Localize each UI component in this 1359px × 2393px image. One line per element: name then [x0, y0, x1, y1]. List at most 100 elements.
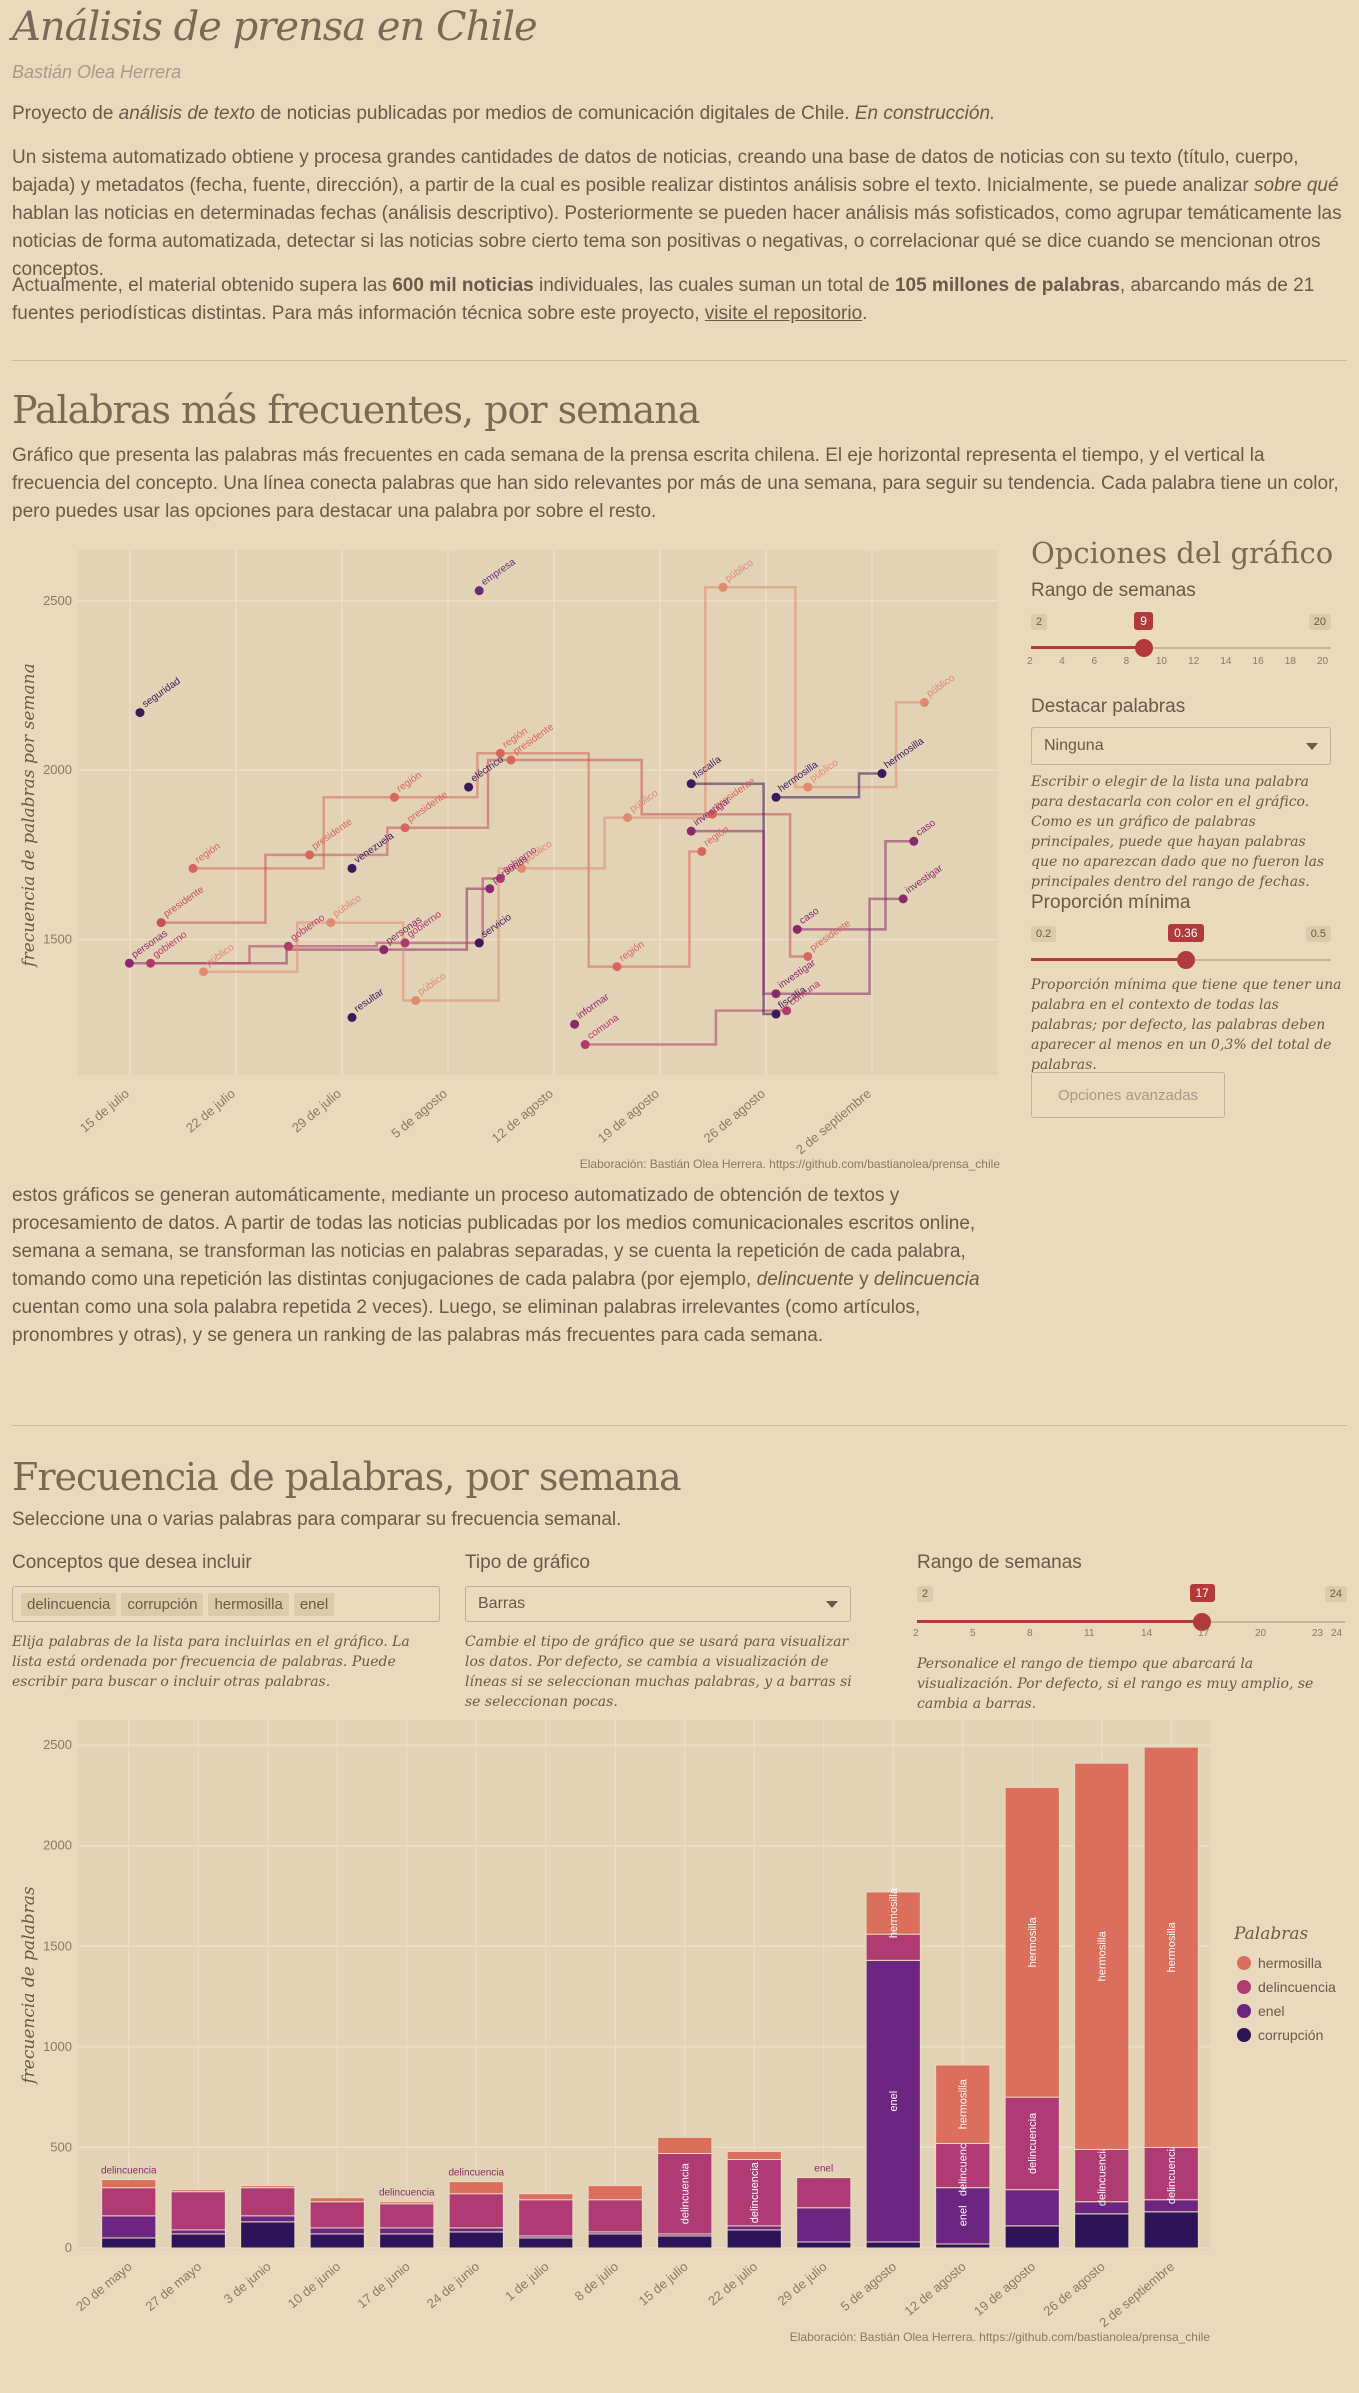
- word-point: [379, 945, 389, 955]
- chart-caption: Elaboración: Bastián Olea Herrera. https…: [789, 2330, 1210, 2344]
- section-title-frequent-words: Palabras más frecuentes, por semana: [12, 388, 700, 432]
- x-tick-label: 12 de agosto: [489, 1086, 556, 1146]
- bar-segment: [1143, 1746, 1199, 2148]
- word-point: [389, 792, 399, 802]
- bar-segment: [448, 2181, 504, 2195]
- x-tick-label: 22 de julio: [183, 1086, 238, 1136]
- bar-segment: [1004, 2096, 1060, 2191]
- x-tick-label: 26 de agosto: [701, 1086, 768, 1146]
- word-point: [771, 792, 781, 802]
- slider-handle[interactable]: [1134, 639, 1153, 657]
- bar-segment: [796, 2177, 852, 2209]
- word-point: [623, 813, 633, 823]
- bar-segment: [101, 2187, 157, 2217]
- repo-link[interactable]: visite el repositorio: [704, 303, 863, 324]
- word-point: [707, 809, 717, 819]
- slider-tick-label: 8: [1123, 656, 1130, 667]
- y-tick-label: 2500: [43, 593, 72, 608]
- concept-tag[interactable]: corrupción: [121, 1592, 204, 1616]
- highlight-select-value: Ninguna: [1044, 737, 1104, 754]
- slider-handle[interactable]: [1193, 1613, 1211, 1631]
- range-help: Personalice el rango de tiempo que abarc…: [917, 1656, 1314, 1712]
- x-tick-label: 19 de agosto: [595, 1086, 662, 1146]
- word-frequency-bar-chart: 0 500 1000 1500 2000 2500 20 de mayo 27 de mayo…: [19, 1720, 1336, 2330]
- bar-label: enel: [958, 2205, 970, 2226]
- x-tick-label: 3 de junio: [221, 2259, 274, 2307]
- trend-line: [150, 877, 501, 965]
- concept-tag[interactable]: enel: [293, 1592, 335, 1616]
- trend-line: [203, 586, 925, 1002]
- slider-tick-label: 5: [970, 1628, 976, 1639]
- chart-type-select[interactable]: Barras: [465, 1586, 851, 1622]
- min-proportion-slider[interactable]: 0.2 0.5 0.36: [1031, 924, 1331, 974]
- bar-segment: [448, 2231, 504, 2249]
- highlight-label: Destacar palabras: [1031, 696, 1186, 717]
- slider-fill: [1031, 646, 1144, 649]
- word-point: [771, 989, 781, 999]
- word-point: [909, 836, 919, 846]
- chart-type-label: Tipo de gráfico: [465, 1552, 590, 1573]
- bar-segment: [1143, 2211, 1199, 2249]
- x-tick-label: 22 de julio: [705, 2259, 760, 2309]
- range-label: Rango de semanas: [1031, 580, 1196, 601]
- slider-tick-label: 18: [1284, 656, 1296, 667]
- bar-label: hermosilla: [1097, 1930, 1109, 1981]
- y-tick-label: 2000: [43, 762, 72, 777]
- section-description: Seleccione una o varias palabras para co…: [12, 1509, 622, 1530]
- bar-segment: [101, 2179, 157, 2189]
- y-axis-label: frecuencia de palabras: [19, 1886, 39, 2086]
- word-point: [124, 958, 134, 968]
- slider-tick-label: 6: [1091, 656, 1097, 667]
- x-tick-label: 15 de julio: [77, 1086, 132, 1136]
- chevron-down-icon: [826, 1600, 838, 1608]
- x-tick-label: 17 de junio: [354, 2259, 412, 2311]
- slider-min: 0.2: [1031, 926, 1057, 942]
- bar-segment: [240, 2215, 296, 2223]
- slider-tick-label: 4: [1059, 656, 1065, 667]
- bar-top-label: enel: [814, 2164, 833, 2175]
- word-point: [347, 863, 357, 873]
- trend-line: [585, 1009, 787, 1046]
- bar-label: enel: [888, 2091, 900, 2112]
- x-tick-label: 2 de septiembre: [793, 1086, 874, 1157]
- bar-segment: [240, 2187, 296, 2217]
- bar-segment: [726, 2150, 782, 2160]
- bar-segment: [240, 2185, 296, 2189]
- author-name: Bastián Olea Herrera: [12, 62, 182, 82]
- bar-segment: [379, 2201, 435, 2205]
- x-tick-label: 24 de junio: [424, 2259, 482, 2311]
- highlight-select[interactable]: Ninguna: [1031, 727, 1331, 765]
- bar-segment: [170, 2229, 226, 2235]
- concepts-input[interactable]: delincuencia corrupción hermosilla enel: [12, 1586, 440, 1622]
- chart-type-help: Cambie el tipo de gráfico que se usará p…: [465, 1634, 852, 1710]
- week-range-slider[interactable]: 2 24 17 2 5 8 11 14 17 20 23 24: [913, 1584, 1347, 1639]
- bar-segment: [170, 2233, 226, 2249]
- slider-tick-label: 2: [913, 1628, 919, 1639]
- slider-handle[interactable]: [1176, 951, 1195, 969]
- x-tick-label: 29 de julio: [775, 2259, 830, 2309]
- x-tick-label: 8 de julio: [572, 2259, 622, 2304]
- y-tick-label: 2000: [43, 1838, 72, 1853]
- y-tick-label: 1500: [43, 1938, 72, 1953]
- slider-min: 2: [1031, 614, 1048, 630]
- week-range-slider[interactable]: 2 20 9 2 4 6 8 10 12 14 16 18 20: [1027, 612, 1331, 667]
- word-point: [686, 779, 696, 789]
- slider-tick-label: 8: [1027, 1628, 1033, 1639]
- x-tick-label: 19 de agosto: [971, 2259, 1038, 2319]
- bar-segment: [657, 2152, 713, 2235]
- concept-tag[interactable]: delincuencia: [21, 1592, 117, 1616]
- weekly-words-line-chart: 1500 2000 2500 15 de julio 22 de julio 29 de …: [19, 550, 998, 1157]
- x-tick-label: 26 de agosto: [1040, 2259, 1107, 2319]
- concept-tag[interactable]: hermosilla: [208, 1592, 289, 1616]
- advanced-options-button[interactable]: Opciones avanzadas: [1031, 1072, 1225, 1118]
- slider-max: 0.5: [1305, 926, 1331, 942]
- bar-top-label: delincuencia: [101, 2166, 157, 2177]
- word-point: [697, 846, 707, 856]
- bar-segment: [448, 2227, 504, 2233]
- bar-segment: [170, 2189, 226, 2193]
- slider-value: 9: [1134, 612, 1153, 630]
- word-point: [803, 951, 813, 961]
- slider-tick-label: 20: [1255, 1628, 1267, 1639]
- y-tick-label: 0: [65, 2240, 72, 2255]
- options-title: Opciones del gráfico: [1031, 536, 1334, 570]
